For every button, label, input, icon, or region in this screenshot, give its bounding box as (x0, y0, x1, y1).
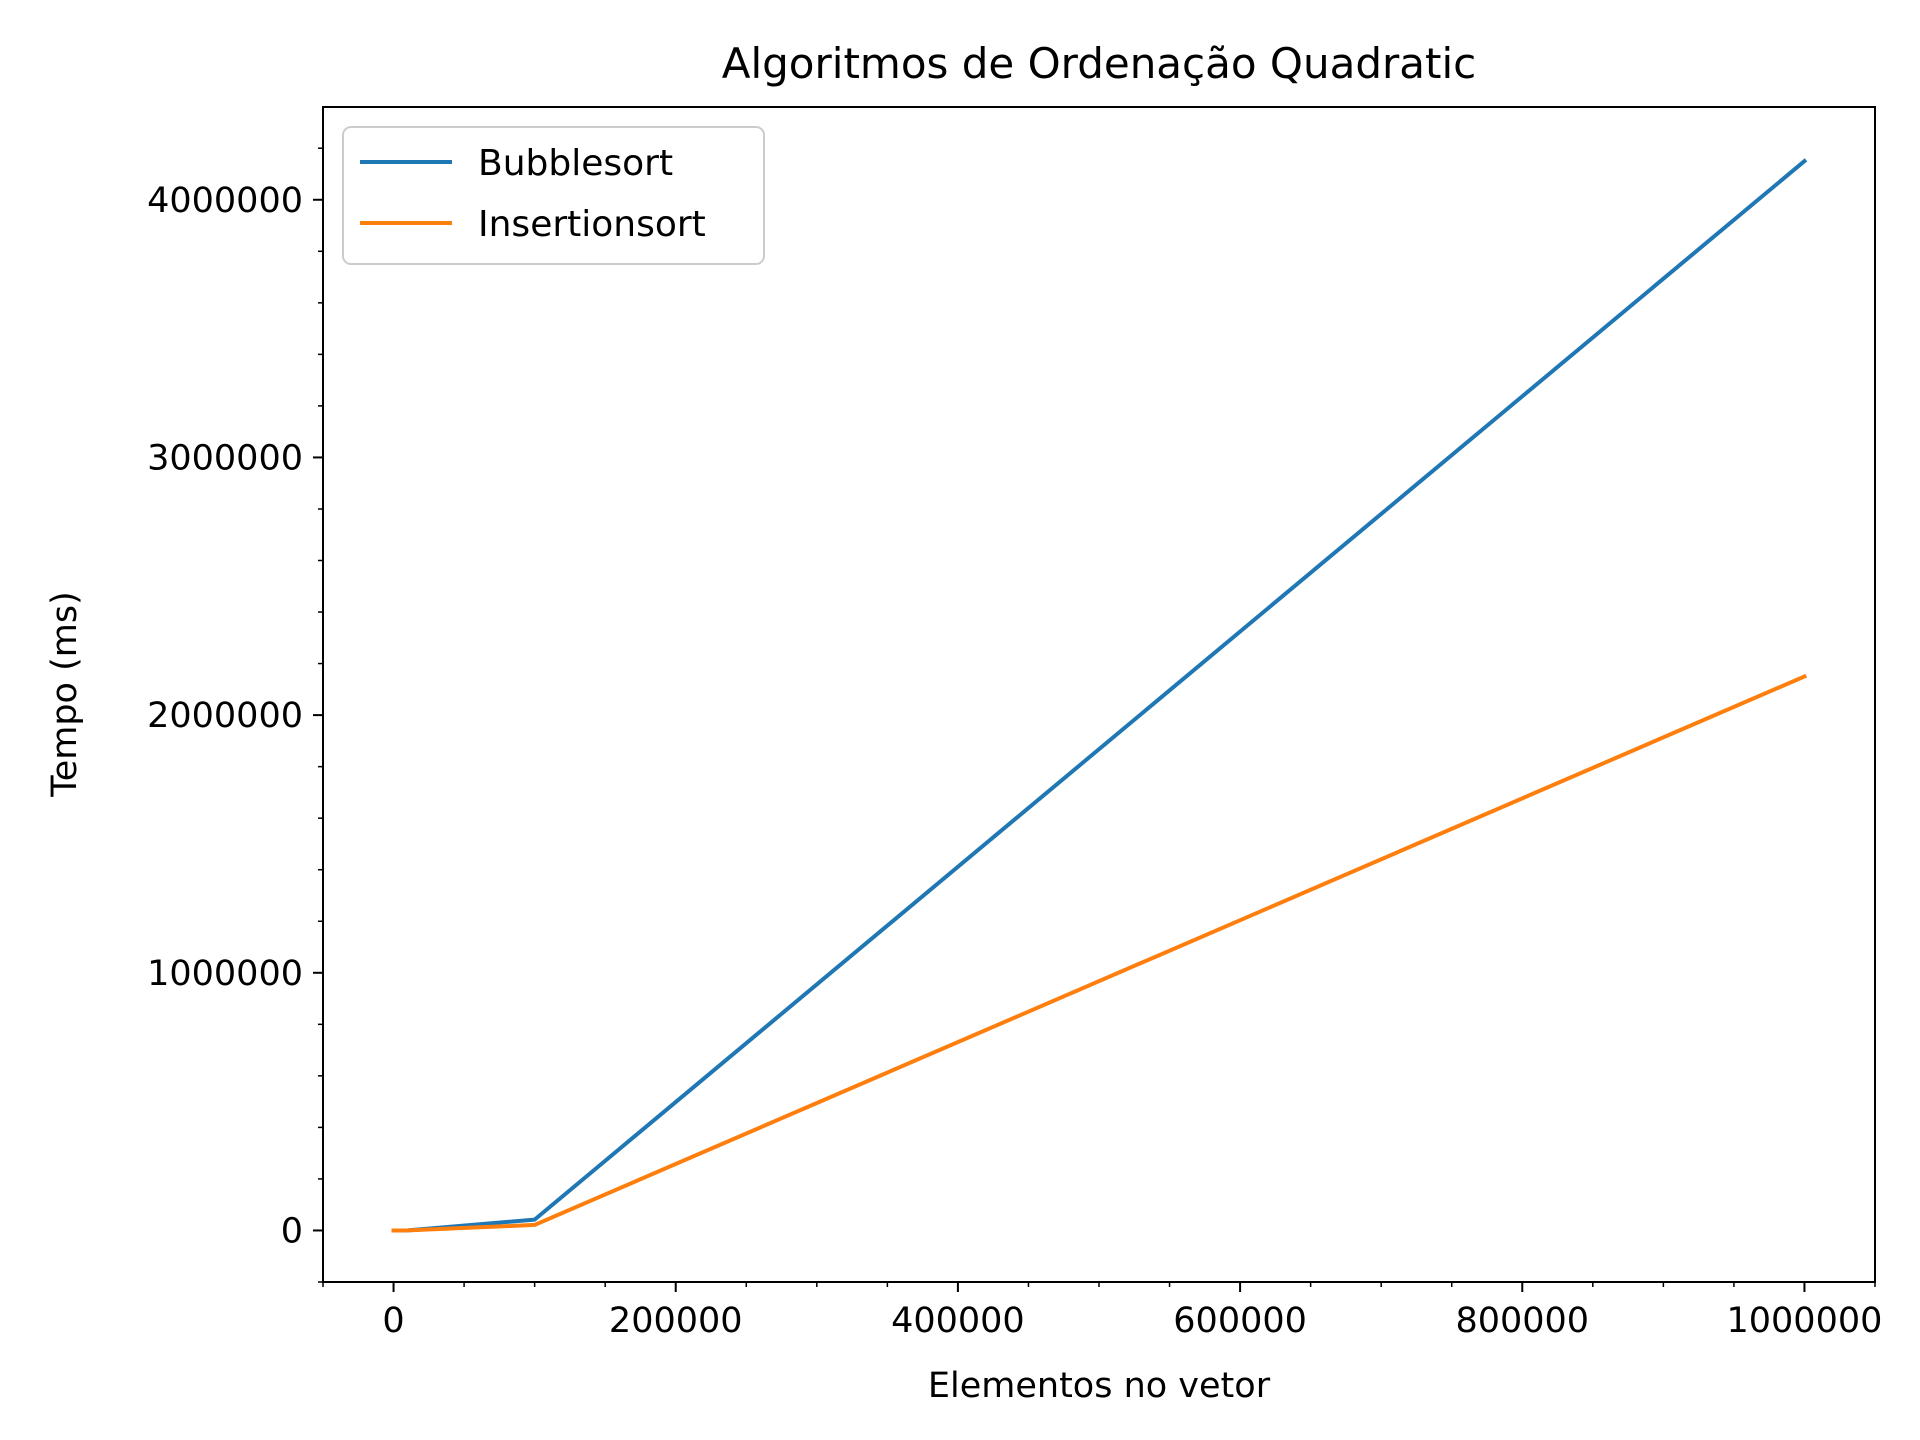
x-tick-label: 200000 (609, 1301, 743, 1341)
x-tick-label: 1000000 (1727, 1301, 1883, 1341)
y-axis-ticks: 0 1000000 2000000 3000000 4000000 (147, 147, 323, 1283)
y-tick-label: 1000000 (147, 954, 303, 994)
plot-area-frame (322, 106, 1876, 1283)
x-axis-ticks: 0 200000 400000 600000 800000 1000000 (322, 1282, 1883, 1341)
x-axis-label: Elementos no vetor (928, 1366, 1271, 1406)
legend: Bubblesort Insertionsort (342, 126, 765, 265)
y-tick-label: 2000000 (147, 696, 303, 736)
x-tick-label: 600000 (1173, 1301, 1307, 1341)
legend-label-bubblesort: Bubblesort (478, 143, 673, 184)
legend-label-insertionsort: Insertionsort (478, 204, 706, 245)
y-tick-label: 3000000 (147, 438, 303, 478)
y-axis-label: Tempo (ms) (45, 591, 85, 797)
chart-title: Algoritmos de Ordenação Quadratic (722, 39, 1476, 88)
plot-lines (391, 158, 1808, 1233)
y-tick-label: 4000000 (147, 181, 303, 221)
x-tick-label: 400000 (891, 1301, 1025, 1341)
series-line-insertionsort (391, 673, 1808, 1233)
y-tick-label: 0 (281, 1211, 303, 1251)
x-tick-label: 0 (382, 1301, 404, 1341)
x-tick-label: 800000 (1455, 1301, 1589, 1341)
